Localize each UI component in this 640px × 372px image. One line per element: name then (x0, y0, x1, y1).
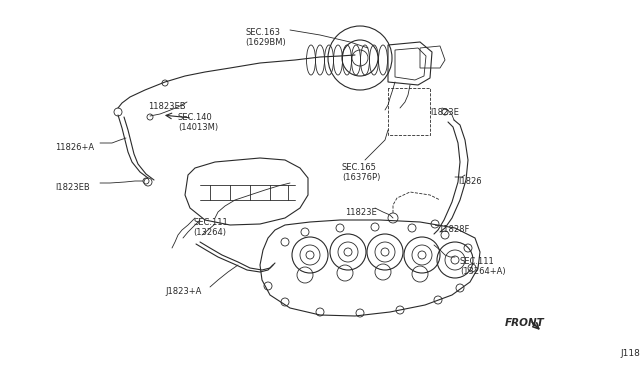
Text: SEC.140
(14013M): SEC.140 (14013M) (178, 113, 218, 132)
Text: l1826: l1826 (458, 177, 482, 186)
Text: 11826+A: 11826+A (55, 143, 94, 152)
Text: 11823EB: 11823EB (148, 102, 186, 111)
Text: SEC.165
(16376P): SEC.165 (16376P) (342, 163, 380, 182)
Text: SEC.111
(13264+A): SEC.111 (13264+A) (460, 257, 506, 276)
Text: J1823+A: J1823+A (165, 287, 202, 296)
Text: FRONT: FRONT (505, 318, 545, 328)
Text: SEC.163
(1629BM): SEC.163 (1629BM) (245, 28, 285, 47)
Text: 11828F: 11828F (438, 225, 469, 234)
Text: J11800SX: J11800SX (620, 349, 640, 358)
Text: 11823E: 11823E (345, 208, 377, 217)
Text: SEC.111
(13264): SEC.111 (13264) (193, 218, 228, 237)
Text: l1823EB: l1823EB (55, 183, 90, 192)
Text: l1823E: l1823E (430, 108, 459, 117)
